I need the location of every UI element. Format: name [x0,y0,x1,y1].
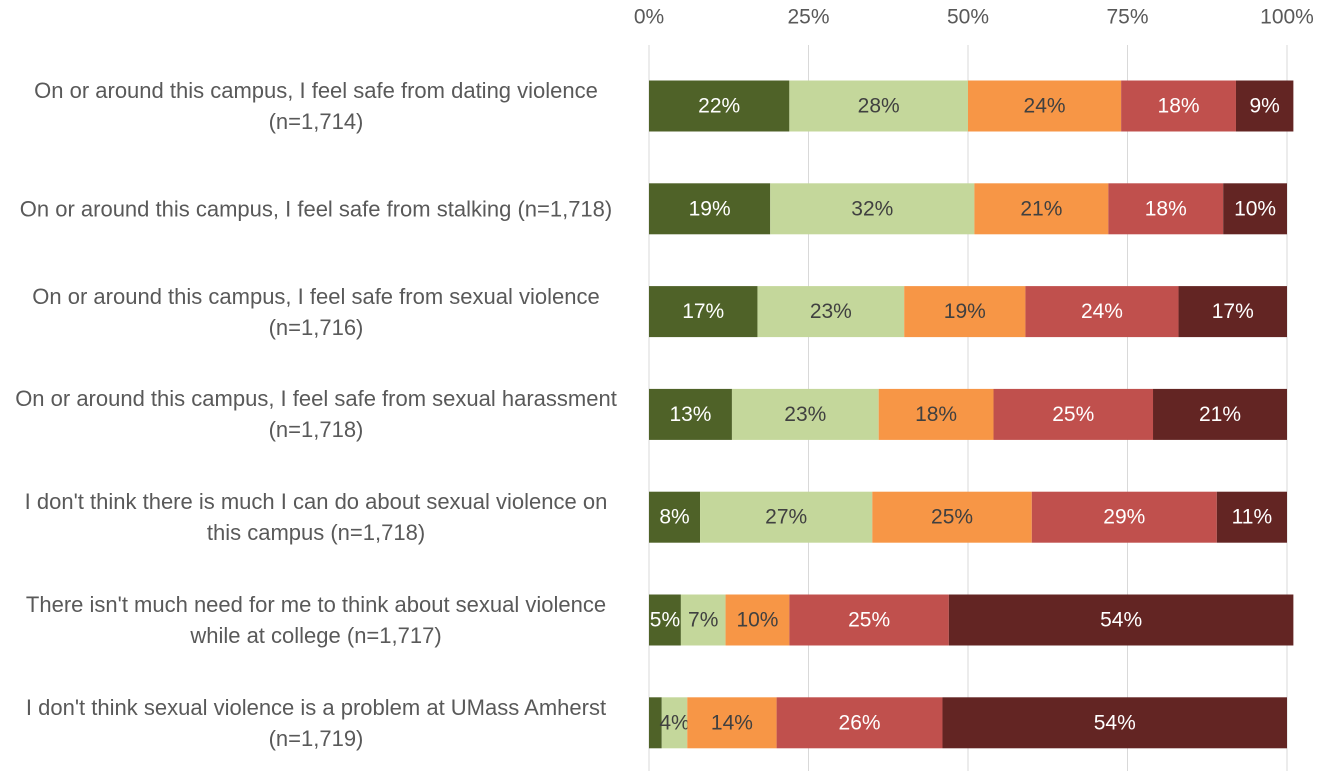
data-label: 21% [1020,197,1062,220]
bar-segment [776,697,943,749]
bar-segment [649,286,758,338]
data-label: 7% [688,609,718,632]
data-label: 21% [1199,403,1241,426]
data-label: 24% [1024,95,1066,118]
bar-segment [700,491,873,543]
bar-segment [904,286,1026,338]
bar-segment [942,697,1287,749]
category-label: There isn't much need for me to think ab… [25,592,607,648]
x-tick-label: 25% [787,6,829,29]
data-label: 13% [669,403,711,426]
bar-segment [649,388,732,440]
bar-segment [649,183,771,235]
x-tick-label: 0% [634,6,664,29]
data-label: 24% [1081,300,1123,323]
bar-segment [1223,183,1287,235]
data-label: 26% [839,711,881,734]
x-tick-label: 75% [1106,6,1148,29]
bar-segment [757,286,905,338]
bar-segment [649,491,701,543]
bar-segment [649,594,681,646]
data-label: 28% [858,95,900,118]
bar-segment [725,594,790,646]
bar-segment [789,594,949,646]
data-label: 25% [931,506,973,529]
data-label: 19% [689,197,731,220]
data-label: 25% [848,609,890,632]
bar-segment [872,491,1032,543]
bar-segment [731,388,879,440]
bar-segment [974,183,1109,235]
bar-segment [948,594,1294,646]
bar-segment [1216,491,1287,543]
x-tick-label: 50% [947,6,989,29]
bar-segment [789,80,968,132]
data-label: 14% [711,711,753,734]
category-label: On or around this campus, I feel safe fr… [34,78,598,134]
data-label: 9% [1249,95,1279,118]
x-tick-label: 100% [1260,6,1314,29]
category-label: I don't think there is much I can do abo… [24,489,608,546]
data-label: 22% [698,95,740,118]
data-label: 54% [1094,711,1136,734]
bar-segment [661,697,688,749]
data-label: 54% [1100,609,1142,632]
bar-segment [687,697,777,749]
data-label: 25% [1052,403,1094,426]
data-label: 17% [1212,300,1254,323]
bar-segment [770,183,975,235]
bar-segment [878,388,994,440]
category-label: I don't think sexual violence is a probl… [25,694,607,751]
bar-segment [649,697,662,749]
bar-segment [1025,286,1179,338]
data-label: 27% [765,506,807,529]
bar-segment [1235,80,1294,132]
data-label: 19% [944,300,986,323]
data-label: 10% [736,609,778,632]
bar-segment [1178,286,1287,338]
bar-segment [680,594,726,646]
bar-segment [1153,388,1287,440]
data-label: 29% [1103,506,1145,529]
data-label: 4% [659,711,689,734]
data-label: 18% [1158,95,1200,118]
category-label: On or around this campus, I feel safe fr… [32,283,600,340]
bar-segment [1121,80,1236,132]
data-label: 23% [810,300,852,323]
data-label: 18% [1145,197,1187,220]
bar-segment [993,388,1154,440]
bar-segment [1108,183,1224,235]
bar-segment [649,80,790,132]
category-label: On or around this campus, I feel safe fr… [15,386,617,443]
bar-segment [968,80,1122,132]
data-label: 18% [915,403,957,426]
data-label: 11% [1232,506,1272,529]
data-label: 10% [1234,197,1276,220]
data-label: 17% [682,300,724,323]
data-label: 23% [784,403,826,426]
data-label: 8% [659,506,689,529]
data-label: 32% [851,197,893,220]
bar-segment [1031,491,1217,543]
data-label: 5% [650,609,680,632]
category-label: On or around this campus, I feel safe fr… [19,196,613,222]
